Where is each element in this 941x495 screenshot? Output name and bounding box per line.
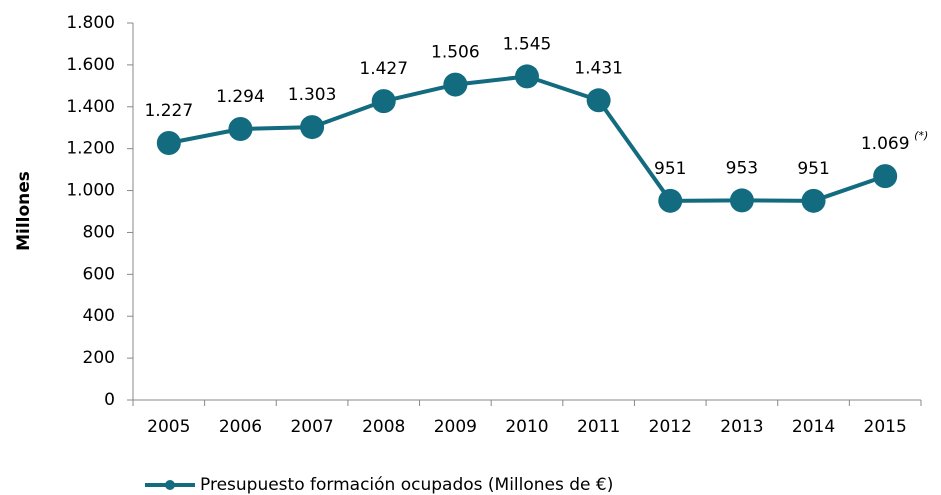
legend-marker: [165, 480, 175, 490]
x-tick-label: 2010: [505, 417, 548, 437]
x-tick-label: 2008: [362, 417, 405, 437]
y-axis-label: Millones: [14, 171, 34, 251]
point: [801, 188, 826, 213]
value-label: 1.294: [216, 87, 265, 107]
point: [300, 115, 325, 140]
point: [515, 64, 539, 89]
y-tick-label: 600: [83, 264, 115, 284]
point: [586, 88, 611, 113]
value-label: 951: [797, 159, 829, 179]
y-tick-label: 1.200: [66, 139, 115, 159]
point: [371, 89, 396, 114]
x-tick-label: 2006: [219, 417, 262, 437]
y-tick-label: 800: [83, 222, 115, 242]
x-tick-label: 2013: [720, 417, 763, 437]
annotation: (*): [914, 129, 928, 142]
y-tick-label: 400: [83, 306, 115, 326]
point: [729, 188, 754, 213]
value-label: 953: [726, 158, 758, 178]
value-label: 1.545: [503, 34, 552, 54]
y-tick-label: 1.000: [66, 181, 115, 201]
value-label: 1.431: [574, 58, 623, 78]
value-label: 1.506: [431, 43, 480, 63]
legend-label: Presupuesto formación ocupados (Millones…: [200, 475, 613, 495]
y-tick-label: 1.600: [66, 55, 115, 75]
x-tick-label: 2011: [577, 417, 620, 437]
x-tick-label: 2007: [290, 417, 333, 437]
point: [873, 164, 898, 189]
point: [156, 131, 181, 156]
x-tick-label: 2012: [649, 417, 692, 437]
x-tick-label: 2014: [792, 417, 835, 437]
point: [228, 116, 253, 141]
x-tick-label: 2015: [864, 417, 907, 437]
point: [443, 72, 468, 97]
x-tick-label: 2009: [434, 417, 477, 437]
y-tick-label: 0: [104, 390, 115, 410]
y-tick-label: 1.800: [66, 13, 115, 33]
value-label: 1.427: [359, 59, 408, 79]
y-tick-label: 200: [83, 348, 115, 368]
point: [658, 188, 683, 213]
y-tick-label: 1.400: [66, 97, 115, 117]
value-label: 1.227: [144, 101, 193, 121]
value-label: 1.069: [861, 134, 910, 154]
series-line: [168, 74, 886, 203]
x-tick-label: 2005: [147, 417, 190, 437]
value-label: 1.303: [288, 85, 337, 105]
value-label: 951: [654, 159, 686, 179]
